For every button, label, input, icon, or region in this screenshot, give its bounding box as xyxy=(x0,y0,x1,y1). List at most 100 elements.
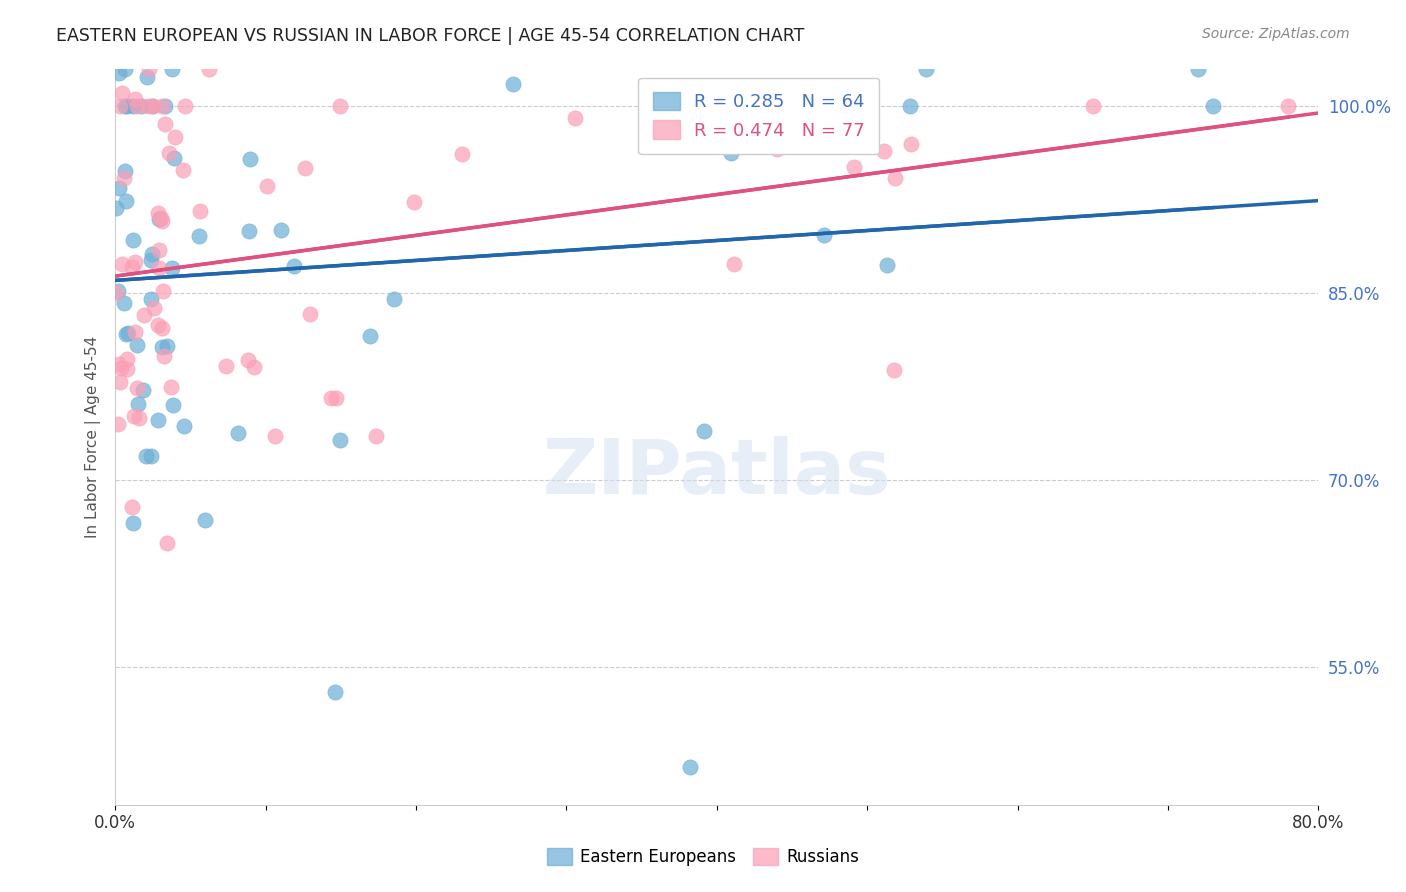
Point xyxy=(173,418,195,433)
Point xyxy=(107,285,129,299)
Point xyxy=(325,391,347,405)
Point xyxy=(111,257,134,271)
Point xyxy=(110,360,132,375)
Point xyxy=(226,425,249,440)
Point xyxy=(132,308,155,322)
Point xyxy=(294,161,316,176)
Point xyxy=(127,397,149,411)
Point xyxy=(153,117,176,131)
Point xyxy=(141,247,163,261)
Point xyxy=(283,259,305,273)
Point xyxy=(270,223,292,237)
Point xyxy=(845,110,868,124)
Point xyxy=(188,204,211,219)
Point xyxy=(263,429,285,443)
Point xyxy=(108,99,131,113)
Point xyxy=(174,99,197,113)
Point xyxy=(366,428,388,442)
Point xyxy=(125,381,148,395)
Point xyxy=(128,410,150,425)
Point xyxy=(215,359,238,374)
Point xyxy=(876,258,898,272)
Point xyxy=(111,87,134,101)
Legend: R = 0.285   N = 64, R = 0.474   N = 77: R = 0.285 N = 64, R = 0.474 N = 77 xyxy=(638,78,879,154)
Point xyxy=(187,228,209,243)
Point xyxy=(152,284,174,298)
Point xyxy=(124,255,146,269)
Point xyxy=(108,357,131,371)
Point xyxy=(159,380,181,394)
Point xyxy=(114,164,136,178)
Point xyxy=(107,417,129,432)
Point xyxy=(115,194,138,208)
Point xyxy=(243,360,266,375)
Point xyxy=(107,181,129,195)
Point xyxy=(238,224,260,238)
Point xyxy=(679,760,702,774)
Point xyxy=(162,62,184,76)
Point xyxy=(122,99,145,113)
Point xyxy=(873,145,896,159)
Point xyxy=(125,99,148,113)
Text: ZIPatlas: ZIPatlas xyxy=(543,436,891,510)
Point xyxy=(112,170,135,185)
Point xyxy=(239,153,262,167)
Point xyxy=(148,261,170,276)
Point xyxy=(720,146,742,161)
Point xyxy=(114,62,136,76)
Point xyxy=(451,146,474,161)
Point xyxy=(131,383,153,397)
Point xyxy=(142,301,165,315)
Point xyxy=(148,244,170,258)
Point xyxy=(153,349,176,363)
Point xyxy=(138,62,160,76)
Point xyxy=(150,214,173,228)
Point xyxy=(1202,99,1225,113)
Point xyxy=(900,136,922,151)
Point xyxy=(900,99,922,113)
Point xyxy=(162,261,184,276)
Point xyxy=(299,307,322,321)
Point xyxy=(115,351,138,366)
Point xyxy=(149,211,172,225)
Point xyxy=(564,111,586,125)
Point xyxy=(146,318,169,333)
Point xyxy=(127,338,149,352)
Point xyxy=(141,253,163,268)
Point xyxy=(121,500,143,515)
Point xyxy=(141,450,163,464)
Y-axis label: In Labor Force | Age 45-54: In Labor Force | Age 45-54 xyxy=(86,335,101,538)
Point xyxy=(329,433,352,447)
Point xyxy=(129,99,152,113)
Point xyxy=(162,399,184,413)
Point xyxy=(155,99,177,113)
Point xyxy=(359,329,381,343)
Point xyxy=(194,513,217,527)
Point xyxy=(121,516,143,530)
Point xyxy=(124,325,146,339)
Point xyxy=(152,340,174,354)
Point xyxy=(135,449,157,463)
Point xyxy=(883,362,905,376)
Point xyxy=(108,375,131,389)
Point xyxy=(198,62,221,76)
Point xyxy=(121,233,143,247)
Point xyxy=(142,99,165,113)
Point xyxy=(146,206,169,220)
Point xyxy=(124,92,146,106)
Point xyxy=(172,163,194,178)
Point xyxy=(104,286,127,301)
Point xyxy=(321,391,343,405)
Point xyxy=(236,353,259,368)
Text: Source: ZipAtlas.com: Source: ZipAtlas.com xyxy=(1202,27,1350,41)
Point xyxy=(693,424,716,438)
Point xyxy=(115,99,138,113)
Point xyxy=(329,99,352,113)
Point xyxy=(157,145,180,160)
Point xyxy=(402,194,425,209)
Point xyxy=(884,171,907,186)
Point xyxy=(813,227,835,242)
Point xyxy=(156,339,179,353)
Point xyxy=(146,412,169,426)
Point xyxy=(150,99,173,113)
